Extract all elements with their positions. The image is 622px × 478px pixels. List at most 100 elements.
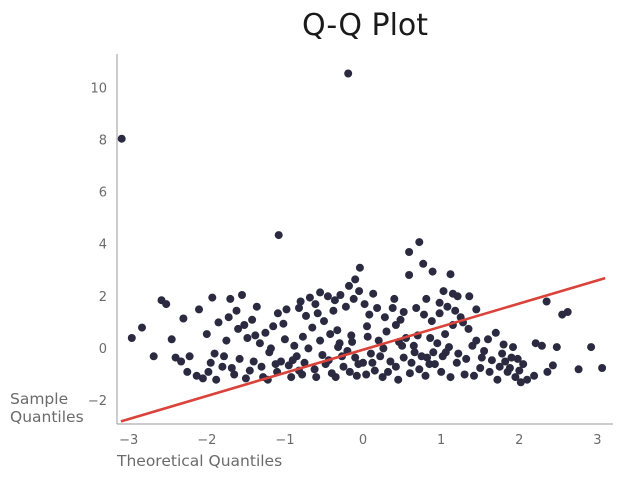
data-point <box>234 324 243 333</box>
data-point <box>516 378 525 387</box>
data-point <box>426 334 435 342</box>
data-point <box>311 300 320 309</box>
data-point <box>185 352 194 361</box>
data-point <box>433 339 442 348</box>
data-point <box>388 304 397 312</box>
data-point <box>288 356 297 365</box>
data-point <box>472 305 481 314</box>
data-point <box>214 318 223 327</box>
data-point <box>441 330 450 339</box>
data-point <box>251 331 260 340</box>
data-point <box>491 328 500 337</box>
y-tick-label: −2 <box>88 394 107 409</box>
data-point <box>470 371 478 380</box>
data-point <box>341 302 350 311</box>
data-point <box>355 287 364 296</box>
data-point <box>290 341 299 350</box>
data-point <box>310 365 319 374</box>
data-point <box>513 354 522 363</box>
data-point <box>320 317 328 326</box>
data-point <box>435 298 444 307</box>
data-point <box>177 357 186 366</box>
data-point <box>509 343 517 352</box>
data-point <box>344 69 353 78</box>
y-axis-label: Sample Quantiles <box>10 390 84 426</box>
data-point <box>477 353 486 362</box>
data-point <box>448 289 457 298</box>
data-point <box>391 321 400 329</box>
data-point <box>382 327 391 336</box>
data-point <box>412 304 421 312</box>
data-point <box>405 248 414 256</box>
data-point <box>452 358 461 367</box>
data-point <box>587 343 596 352</box>
data-point <box>419 259 428 268</box>
data-point <box>415 365 424 374</box>
data-point <box>261 328 270 337</box>
x-tick-label: 1 <box>437 433 445 448</box>
data-point <box>179 314 188 323</box>
reference-line-group <box>120 276 606 423</box>
data-point <box>480 347 489 355</box>
axes <box>116 54 613 425</box>
data-points <box>117 69 607 387</box>
data-point <box>218 362 227 371</box>
data-point <box>331 373 340 382</box>
data-point <box>313 309 322 318</box>
data-point <box>370 366 379 375</box>
data-point <box>333 326 342 335</box>
data-point <box>399 353 408 362</box>
data-point <box>149 352 158 361</box>
chart-title: Q-Q Plot <box>302 8 428 43</box>
data-point <box>531 339 540 348</box>
x-tick-labels: −3 −2 −1 0 1 2 3 <box>119 433 601 448</box>
data-point <box>351 353 360 362</box>
y-tick-label: 4 <box>99 238 107 253</box>
data-point <box>465 292 474 301</box>
data-point <box>405 271 414 279</box>
data-point <box>451 306 460 315</box>
data-point <box>439 287 448 296</box>
data-point <box>330 296 339 305</box>
data-point <box>334 343 343 352</box>
x-tick-label: 0 <box>359 433 367 448</box>
data-point <box>443 302 452 311</box>
y-axis-label-line-1: Sample <box>10 390 68 408</box>
data-point <box>349 294 358 303</box>
data-point <box>507 353 516 362</box>
y-tick-labels: −2 0 2 4 6 8 10 <box>88 81 107 409</box>
data-point <box>348 337 357 346</box>
data-point <box>339 362 348 371</box>
data-point <box>519 360 528 369</box>
data-point <box>365 310 374 319</box>
data-point <box>245 366 254 375</box>
data-point <box>376 352 385 361</box>
data-point <box>316 288 325 297</box>
data-point <box>373 304 382 312</box>
data-point <box>462 354 471 363</box>
data-point <box>499 340 508 349</box>
data-point <box>410 348 419 357</box>
data-point <box>167 335 176 344</box>
data-point <box>369 289 378 298</box>
x-tick-label: −3 <box>119 433 138 448</box>
data-point <box>226 294 235 303</box>
data-point <box>198 374 207 383</box>
data-point <box>574 365 583 374</box>
data-point <box>274 231 283 240</box>
data-point <box>523 375 532 384</box>
data-point <box>302 311 310 320</box>
data-point <box>279 319 288 328</box>
data-point <box>368 358 377 367</box>
reference-line <box>120 276 606 423</box>
data-point <box>405 369 414 378</box>
x-tick-label: 3 <box>593 433 601 448</box>
data-point <box>232 306 241 315</box>
data-point <box>485 367 494 376</box>
y-axis-label-line-2: Quantiles <box>10 408 84 426</box>
data-point <box>308 323 317 332</box>
data-point <box>224 313 233 322</box>
data-point <box>210 349 219 358</box>
data-point <box>227 364 236 372</box>
data-point <box>487 356 496 365</box>
